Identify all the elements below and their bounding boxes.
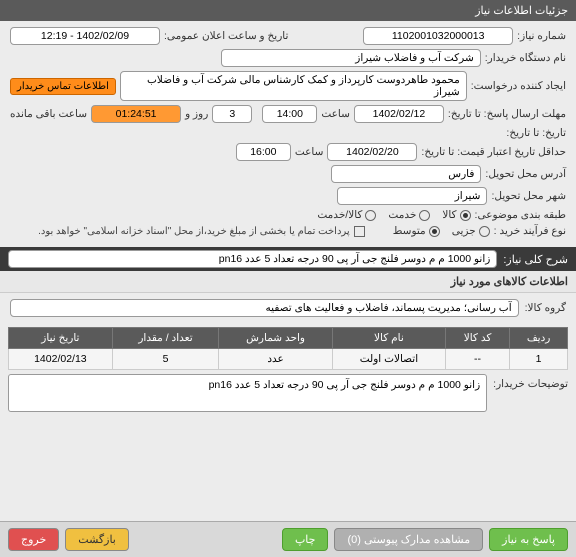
table-row[interactable]: 1 -- اتصالات اولت عدد 5 1402/02/13	[9, 349, 568, 370]
valid-to-label: تاریخ: تا تاریخ:	[506, 127, 566, 139]
category-label: طبقه بندی موضوعی:	[475, 209, 566, 221]
buyer-desc-text: زانو 1000 م م دوسر فلنج جی آر پی 90 درجه…	[8, 374, 487, 412]
resp-time-field: 14:00	[262, 105, 317, 123]
th-code: کد کالا	[445, 328, 509, 349]
th-unit: واحد شمارش	[219, 328, 333, 349]
footer-bar: پاسخ به نیاز مشاهده مدارک پیوستی (0) چاپ…	[0, 521, 576, 557]
min-valid-label: حداقل تاریخ اعتبار قیمت: تا تاریخ:	[421, 146, 566, 158]
contact-button[interactable]: اطلاعات تماس خریدار	[10, 78, 116, 95]
td-row: 1	[510, 349, 568, 370]
radio-both-label: کالا/خدمت	[317, 209, 362, 221]
need-no-field: 1102001032000013	[363, 27, 513, 45]
radio-goods-label: کالا	[442, 209, 456, 221]
back-button[interactable]: بازگشت	[65, 528, 129, 551]
form-area: شماره نیاز: 1102001032000013 تاریخ و ساع…	[0, 21, 576, 243]
announce-field: 1402/02/09 - 12:19	[10, 27, 160, 45]
buyer-desc-box: توضیحات خریدار: زانو 1000 م م دوسر فلنج …	[8, 374, 568, 412]
radio-both[interactable]	[365, 210, 376, 221]
org-field: شرکت آب و فاضلاب شیراز	[221, 49, 481, 67]
buyer-desc-label: توضیحات خریدار:	[493, 374, 568, 390]
respond-button[interactable]: پاسخ به نیاز	[489, 528, 568, 551]
radio-mid[interactable]	[429, 226, 440, 237]
td-date: 1402/02/13	[9, 349, 113, 370]
need-no-label: شماره نیاز:	[517, 30, 566, 42]
group-row: گروه کالا: آب رسانی؛ مدیریت پسماند، فاضل…	[0, 293, 576, 323]
org-label: نام دستگاه خریدار:	[485, 52, 566, 64]
valid-date-field: 1402/02/20	[327, 143, 417, 161]
td-qty: 5	[112, 349, 218, 370]
th-name: نام کالا	[332, 328, 445, 349]
payment-note: پرداخت تمام یا بخشی از مبلغ خرید،از محل …	[38, 226, 350, 237]
radio-goods[interactable]	[460, 210, 471, 221]
print-button[interactable]: چاپ	[282, 528, 329, 551]
radio-auction[interactable]	[479, 226, 490, 237]
td-code: --	[445, 349, 509, 370]
group-label: گروه کالا:	[525, 302, 566, 314]
attachments-button[interactable]: مشاهده مدارک پیوستی (0)	[334, 528, 483, 551]
td-name: اتصالات اولت	[332, 349, 445, 370]
addr-field: فارس	[331, 165, 481, 183]
valid-time-field: 16:00	[236, 143, 291, 161]
deadline-label: مهلت ارسال پاسخ: تا تاریخ:	[448, 108, 566, 120]
need-summary-field: زانو 1000 م م دوسر فلنج جی آر پی 90 درجه…	[8, 250, 497, 268]
radio-service[interactable]	[419, 210, 430, 221]
th-row: ردیف	[510, 328, 568, 349]
radio-mid-label: متوسط	[393, 225, 426, 237]
th-qty: تعداد / مقدار	[112, 328, 218, 349]
requester-field: محمود طاهردوست کارپرداز و کمک کارشناس ما…	[120, 71, 467, 101]
remain-label: ساعت باقی مانده	[10, 108, 87, 120]
category-radio-group: کالا خدمت کالا/خدمت	[317, 209, 470, 221]
window-title: جزئیات اطلاعات نیاز	[475, 5, 568, 17]
process-label: نوع فرآیند خرید :	[494, 225, 566, 237]
addr-label: آدرس محل تحویل:	[485, 168, 566, 180]
process-radio-group: جزیی متوسط	[393, 225, 490, 237]
th-date: تاریخ نیاز	[9, 328, 113, 349]
announce-label: تاریخ و ساعت اعلان عمومی:	[164, 30, 288, 42]
requester-label: ایجاد کننده درخواست:	[471, 80, 566, 92]
days-field: 3	[212, 105, 252, 123]
day-label: روز و	[185, 108, 208, 120]
city-field: شیراز	[337, 187, 487, 205]
need-summary-bar: شرح کلی نیاز: زانو 1000 م م دوسر فلنج جی…	[0, 247, 576, 271]
payment-checkbox[interactable]	[354, 226, 365, 237]
resp-date-field: 1402/02/12	[354, 105, 444, 123]
items-section-title: اطلاعات کالاهای مورد نیاز	[0, 271, 576, 293]
countdown-field: 01:24:51	[91, 105, 181, 123]
exit-button[interactable]: خروج	[8, 528, 59, 551]
td-unit: عدد	[219, 349, 333, 370]
hour-label-1: ساعت	[321, 108, 350, 120]
city-label: شهر محل تحویل:	[491, 190, 566, 202]
need-summary-label: شرح کلی نیاز:	[503, 253, 568, 266]
hour-label-2: ساعت	[295, 146, 324, 158]
radio-auction-label: جزیی	[452, 225, 476, 237]
group-field: آب رسانی؛ مدیریت پسماند، فاضلاب و فعالیت…	[10, 299, 519, 317]
window-title-bar: جزئیات اطلاعات نیاز	[0, 0, 576, 21]
items-table: ردیف کد کالا نام کالا واحد شمارش تعداد /…	[8, 327, 568, 370]
radio-service-label: خدمت	[388, 209, 416, 221]
